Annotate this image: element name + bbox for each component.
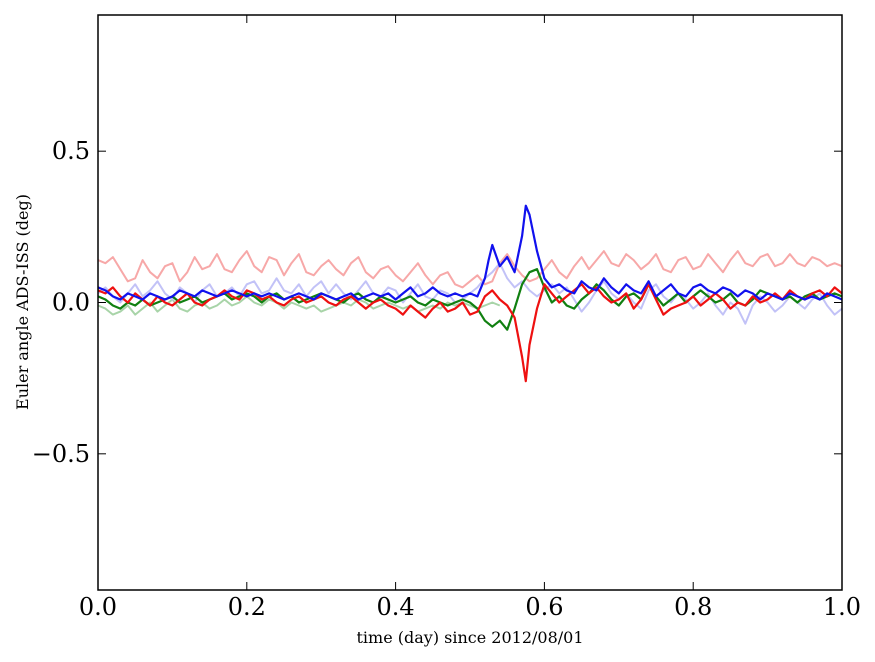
series-line-2 [97, 295, 501, 316]
y-axis-label: Euler angle ADS-ISS (deg) [13, 194, 32, 410]
x-tick-label-1: 0.2 [228, 593, 266, 621]
y-tick-label-1: 0.0 [52, 289, 90, 317]
x-tick-label-4: 0.8 [674, 593, 712, 621]
series-line-5 [97, 283, 843, 383]
x-tick-label-0: 0.0 [79, 593, 117, 621]
y-tick-label-0: −0.5 [32, 440, 90, 468]
x-tick-label-2: 0.4 [377, 593, 415, 621]
ticks-layer: 0.0 0.2 0.4 0.6 0.8 1.0 −0.5 0.0 0.5 [32, 15, 861, 621]
y-tick-label-2: 0.5 [52, 137, 90, 165]
series-layer [97, 204, 843, 383]
series-line-1 [97, 250, 843, 289]
x-tick-label-3: 0.6 [525, 593, 563, 621]
x-axis-label: time (day) since 2012/08/01 [356, 628, 583, 647]
series-line-6 [97, 204, 843, 301]
x-tick-label-5: 1.0 [823, 593, 861, 621]
